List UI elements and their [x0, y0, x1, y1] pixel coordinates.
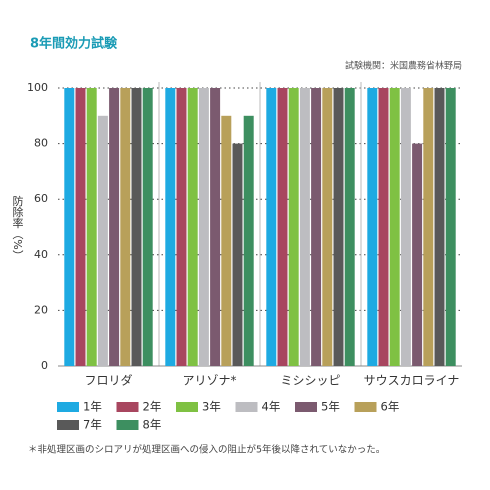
x-tick-label: フロリダ [84, 373, 132, 388]
legend-label: 7年 [83, 418, 102, 432]
bar [266, 88, 277, 366]
legend-label: 6年 [381, 400, 400, 414]
bar [86, 88, 97, 366]
bar [198, 88, 209, 366]
bar [423, 88, 434, 366]
bar [131, 88, 142, 366]
y-tick-label: 0 [41, 359, 48, 372]
bar [165, 88, 176, 366]
bar [412, 143, 423, 366]
bar [288, 88, 299, 366]
bar [344, 88, 355, 366]
bar [64, 88, 75, 366]
bar [75, 88, 86, 366]
bar [311, 88, 322, 366]
bar [299, 88, 310, 366]
bar [142, 88, 153, 366]
bar [187, 88, 198, 366]
y-axis-label: 防除率（%） [11, 194, 24, 261]
source: 試験機関：米国農務省林野局 [345, 60, 462, 72]
bar [232, 143, 243, 366]
y-tick-label: 40 [34, 248, 48, 261]
legend-swatch [57, 402, 79, 412]
bar [210, 88, 221, 366]
y-tick-label: 20 [34, 303, 48, 316]
legend-swatch [295, 402, 317, 412]
legend-label: 8年 [143, 418, 162, 432]
bar [120, 88, 131, 366]
legend-swatch [176, 402, 198, 412]
bar [367, 88, 378, 366]
bar [97, 115, 108, 366]
x-tick-label: サウスカロライナ [364, 374, 460, 388]
legend-swatch [116, 402, 139, 412]
footnote: ＊非処理区画のシロアリが処理区画への侵入の阻止が5年後以降されていなかった。 [28, 444, 385, 456]
legend-swatch [354, 402, 377, 412]
legend-label: 3年 [202, 400, 221, 414]
legend-swatch [57, 420, 79, 430]
bar [445, 88, 456, 366]
y-tick-label: 100 [27, 81, 48, 94]
legend-label: 1年 [83, 400, 102, 414]
bar [400, 88, 411, 366]
legend-swatch [116, 420, 139, 430]
bar [333, 88, 344, 366]
bar [243, 115, 254, 366]
x-tick-label: ミシシッピ [280, 374, 340, 388]
chart-title: 8年間効力試験 [30, 36, 118, 52]
bar [378, 88, 389, 366]
bar [322, 88, 333, 366]
bar [277, 88, 288, 366]
y-tick-label: 80 [34, 137, 48, 150]
legend-label: 5年 [321, 400, 340, 414]
x-tick-label: アリゾナ* [182, 374, 236, 388]
bar [434, 88, 445, 366]
legend-label: 2年 [143, 400, 162, 414]
legend-swatch [235, 402, 258, 412]
bar [389, 88, 400, 366]
y-tick-label: 60 [34, 192, 48, 205]
bar [109, 88, 120, 366]
bar [176, 88, 187, 366]
legend-label: 4年 [262, 400, 281, 414]
bar [221, 115, 232, 366]
